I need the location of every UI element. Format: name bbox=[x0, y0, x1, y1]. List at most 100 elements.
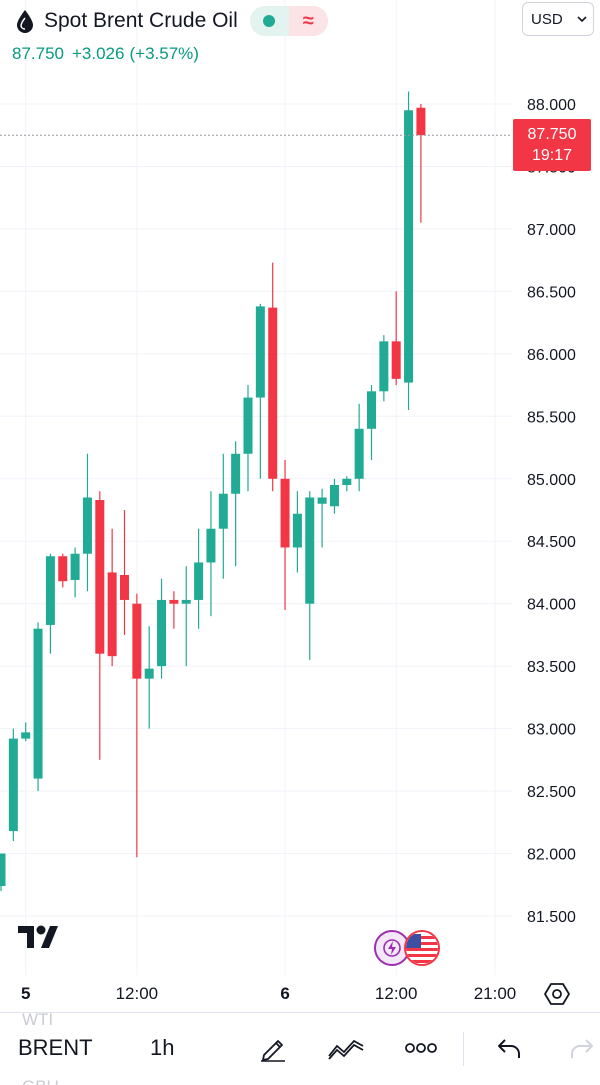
candle bbox=[255, 303, 265, 479]
price-tick-label: 83.500 bbox=[527, 659, 576, 676]
candle-body bbox=[367, 391, 376, 429]
candle-body bbox=[0, 853, 6, 887]
symbol-title[interactable]: Spot Brent Crude Oil ≈ bbox=[14, 5, 328, 37]
price-tick-label: 81.500 bbox=[527, 909, 576, 926]
candle-body bbox=[132, 603, 142, 679]
candle bbox=[95, 491, 105, 760]
price-tick-label: 88.000 bbox=[527, 97, 576, 114]
price-tick-label: 82.000 bbox=[527, 847, 576, 864]
candle-body bbox=[144, 668, 154, 679]
candle bbox=[354, 403, 364, 492]
currency-label: USD bbox=[531, 10, 563, 28]
more-icon[interactable] bbox=[403, 1028, 439, 1068]
time-tick-label: 5 bbox=[21, 984, 30, 1003]
price-tick-label: 87.000 bbox=[527, 222, 576, 239]
indicators-icon[interactable] bbox=[326, 1028, 366, 1068]
ghost-symbol-above: WTI bbox=[22, 1010, 54, 1029]
candle-body bbox=[95, 500, 105, 654]
price-tick-label: 84.500 bbox=[527, 534, 576, 551]
candle bbox=[292, 491, 302, 573]
candle-body bbox=[292, 513, 302, 548]
price-tag-value: 87.750 bbox=[527, 126, 577, 143]
settings-icon[interactable] bbox=[543, 980, 571, 1008]
toolbar-separator bbox=[463, 1032, 464, 1066]
time-axis[interactable]: 5 12:00 6 12:00 21:00 bbox=[21, 984, 516, 1003]
candlestick-chart[interactable]: 81.500 82.000 82.500 83.000 83.500 84.000 84.5… bbox=[0, 0, 600, 1010]
candle-body bbox=[169, 599, 179, 604]
undo-icon[interactable] bbox=[495, 1028, 523, 1068]
candle-body bbox=[342, 478, 352, 486]
candle bbox=[367, 385, 376, 461]
price-axis[interactable]: 81.500 82.000 82.500 83.000 83.500 84.000 84.5… bbox=[527, 97, 576, 926]
symbol-button[interactable]: BRENT bbox=[18, 1035, 93, 1060]
candle bbox=[120, 510, 129, 635]
candle bbox=[181, 566, 191, 667]
candle bbox=[305, 491, 315, 660]
candle-body bbox=[317, 497, 327, 504]
candle bbox=[33, 622, 43, 792]
candle-body bbox=[70, 553, 80, 580]
candle-body bbox=[45, 556, 55, 625]
candle-body bbox=[120, 574, 129, 600]
candle-body bbox=[107, 572, 117, 657]
candle-body bbox=[354, 428, 364, 479]
candle bbox=[231, 441, 241, 567]
market-status-pill[interactable]: ≈ bbox=[249, 6, 328, 36]
candle-body bbox=[416, 107, 426, 136]
time-tick-label: 21:00 bbox=[474, 984, 517, 1003]
candle bbox=[218, 453, 228, 579]
price-tick-label: 86.000 bbox=[527, 347, 576, 364]
candle-body bbox=[21, 732, 31, 739]
candle bbox=[329, 478, 339, 514]
candle bbox=[132, 593, 142, 858]
redo-icon[interactable] bbox=[570, 1028, 594, 1068]
candle bbox=[391, 291, 401, 386]
candle-body bbox=[58, 556, 68, 582]
candle bbox=[58, 553, 68, 588]
price-change-percent: (+3.57%) bbox=[129, 44, 199, 63]
badges bbox=[374, 930, 440, 966]
candle-body bbox=[379, 341, 389, 392]
bottom-toolbar bbox=[0, 1012, 600, 1085]
candle-body bbox=[157, 599, 167, 667]
us-flag-icon[interactable] bbox=[404, 930, 440, 966]
candle bbox=[82, 453, 92, 592]
price-tick-label: 85.500 bbox=[527, 409, 576, 426]
symbol-name: Spot Brent Crude Oil bbox=[44, 9, 238, 32]
candle bbox=[21, 722, 31, 742]
candle bbox=[157, 578, 167, 679]
price-tick-label: 85.000 bbox=[527, 472, 576, 489]
candle bbox=[243, 385, 253, 492]
candle bbox=[70, 547, 80, 598]
candles bbox=[0, 91, 426, 892]
chevron-down-icon bbox=[577, 16, 587, 23]
candle bbox=[379, 335, 389, 402]
candle bbox=[404, 91, 414, 411]
time-tick-label: 12:00 bbox=[116, 984, 159, 1003]
drop-icon bbox=[14, 7, 36, 35]
price-tick-label: 82.500 bbox=[527, 784, 576, 801]
candle bbox=[169, 591, 179, 629]
currency-selector[interactable]: USD bbox=[522, 2, 594, 36]
ghost-symbol-below: GBU bbox=[22, 1077, 59, 1085]
time-tick-label: 12:00 bbox=[375, 984, 418, 1003]
candle-body bbox=[255, 306, 265, 398]
candle-body bbox=[82, 497, 92, 554]
grid bbox=[0, 0, 512, 975]
pencil-icon[interactable] bbox=[256, 1028, 290, 1068]
interval-button[interactable]: 1h bbox=[150, 1035, 175, 1060]
candle-body bbox=[268, 307, 278, 479]
candle-body bbox=[305, 497, 315, 604]
candle-body bbox=[231, 453, 241, 494]
candle bbox=[194, 528, 204, 629]
candle bbox=[206, 491, 216, 617]
price-tag-countdown: 19:17 bbox=[531, 147, 573, 164]
candle bbox=[342, 476, 352, 492]
last-price-tag: 87.750 19:17 bbox=[513, 119, 591, 171]
candle bbox=[45, 553, 55, 654]
candle bbox=[8, 728, 18, 842]
tradingview-logo[interactable] bbox=[18, 924, 68, 950]
candle-body bbox=[329, 485, 339, 507]
candle bbox=[107, 528, 117, 667]
candle bbox=[268, 262, 278, 492]
